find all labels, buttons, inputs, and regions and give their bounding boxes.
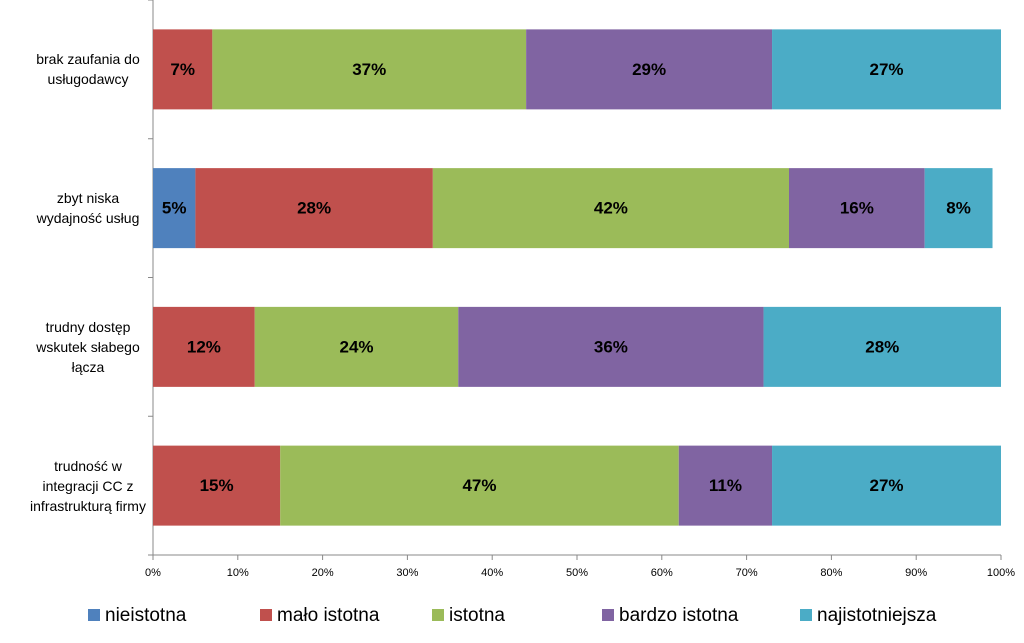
bar-segment: [763, 306, 1001, 387]
bar-segment: [678, 445, 773, 526]
bar-segment: [195, 168, 433, 249]
bar-segment: [153, 29, 213, 110]
bar-segment: [212, 29, 527, 110]
data-label: 12%: [187, 337, 221, 356]
bar-segment: [153, 445, 281, 526]
x-tick-label: 30%: [396, 567, 418, 579]
bar-segment: [772, 445, 1001, 526]
data-label: 42%: [594, 199, 628, 218]
legend-swatch: [800, 609, 812, 621]
data-label: 5%: [162, 199, 187, 218]
data-label: 27%: [870, 476, 904, 495]
x-tick-label: 40%: [481, 567, 503, 579]
x-tick-label: 70%: [736, 567, 758, 579]
bar-segment: [280, 445, 679, 526]
legend-swatch: [260, 609, 272, 621]
legend-label: nieistotna: [105, 605, 187, 626]
bar-segment: [458, 306, 764, 387]
data-label: 15%: [200, 476, 234, 495]
bar-segment: [254, 306, 459, 387]
category-label: brak zaufania do usługodawcy: [36, 51, 140, 88]
data-label: 37%: [352, 60, 386, 79]
bar-segment: [924, 168, 993, 249]
x-tick-label: 60%: [651, 567, 673, 579]
data-label: 29%: [632, 60, 666, 79]
legend-swatch: [88, 609, 100, 621]
bar-segment: [153, 168, 196, 249]
x-tick-label: 50%: [566, 567, 588, 579]
legend-label: najistotniejsza: [817, 605, 937, 626]
x-tick-label: 10%: [227, 567, 249, 579]
bar-segment: [526, 29, 773, 110]
data-label: 28%: [865, 337, 899, 356]
data-label: 36%: [594, 337, 628, 356]
x-tick-label: 80%: [820, 567, 842, 579]
bar-segment: [789, 168, 925, 249]
legend-label: mało istotna: [277, 605, 380, 626]
data-label: 24%: [340, 337, 374, 356]
data-label: 11%: [709, 476, 742, 495]
legend-label: bardzo istotna: [619, 605, 739, 626]
x-tick-label: 90%: [905, 567, 927, 579]
data-label: 7%: [170, 60, 195, 79]
data-label: 8%: [946, 199, 971, 218]
legend-swatch: [602, 609, 614, 621]
bar-segment: [772, 29, 1001, 110]
data-label: 28%: [297, 199, 331, 218]
x-tick-label: 100%: [987, 567, 1015, 579]
legend-swatch: [432, 609, 444, 621]
x-tick-label: 0%: [145, 567, 161, 579]
data-label: 16%: [840, 199, 874, 218]
category-label: zbyt niska wydajność usług: [36, 190, 140, 227]
legend-label: istotna: [449, 605, 505, 626]
category-label: trudny dostęp wskutek słabego łącza: [36, 318, 140, 375]
data-label: 47%: [462, 476, 496, 495]
bar-segment: [153, 306, 255, 387]
x-tick-label: 20%: [312, 567, 334, 579]
bar-segment: [432, 168, 789, 249]
data-label: 27%: [870, 60, 904, 79]
category-label: trudność w integracji CC z infrastruktur…: [30, 457, 146, 514]
